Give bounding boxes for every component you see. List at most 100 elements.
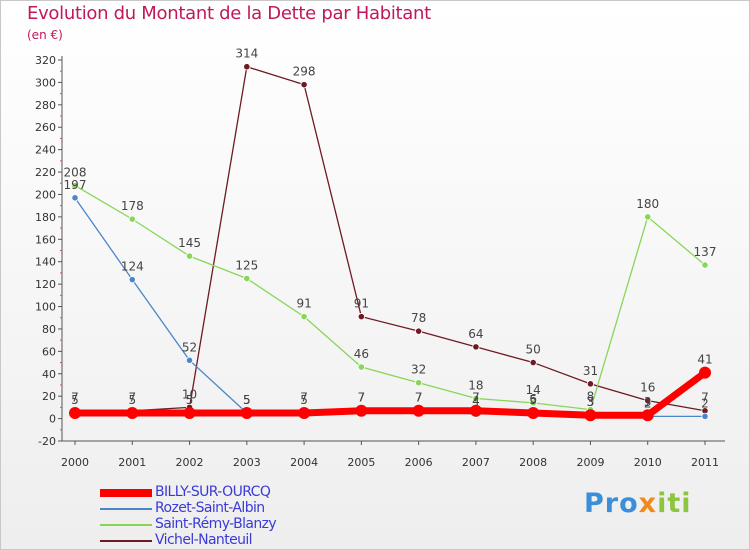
legend-label: Saint-Rémy-Blanzy <box>155 516 277 532</box>
data-label-rozet-saint-albin: 7 <box>358 391 366 405</box>
data-point-vichel-nanteuil <box>415 327 423 335</box>
data-point-saint-r-my-blanzy <box>185 252 194 260</box>
data-label-rozet-saint-albin: 52 <box>182 340 197 354</box>
series-line-billy-sur-ourcq <box>71 369 709 419</box>
legend-label: Vichel-Nanteuil <box>155 532 253 548</box>
y-tick-label: 300 <box>35 76 56 89</box>
data-label-billy-sur-ourcq: 7 <box>472 391 480 405</box>
data-point-vichel-nanteuil <box>243 63 251 71</box>
y-tick-label: 20 <box>42 390 56 403</box>
data-point-saint-r-my-blanzy <box>472 394 480 403</box>
y-tick-label: 180 <box>35 211 56 224</box>
data-label-saint-r-my-blanzy: 208 <box>64 166 87 180</box>
data-point-saint-r-my-blanzy <box>529 399 537 407</box>
data-label-saint-r-my-blanzy: 180 <box>636 197 659 211</box>
data-point-rozet-saint-albin <box>185 356 194 364</box>
y-tick-label: 240 <box>35 144 56 157</box>
data-point-saint-r-my-blanzy <box>71 181 79 190</box>
data-label-saint-r-my-blanzy: 14 <box>526 383 541 397</box>
chart-subtitle: (en €) <box>27 28 63 42</box>
data-label-billy-sur-ourcq: 7 <box>358 391 366 405</box>
data-point-vichel-nanteuil <box>472 343 480 351</box>
legend-item: Vichel-Nanteuil <box>100 532 400 548</box>
data-point-saint-r-my-blanzy <box>128 215 136 223</box>
data-point-vichel-nanteuil <box>300 81 308 89</box>
series-line-saint-r-my-blanzy <box>74 184 706 411</box>
x-tick-label: 2001 <box>118 456 146 469</box>
data-point-billy-sur-ourcq <box>126 406 139 419</box>
x-tick-label: 2006 <box>405 456 433 469</box>
data-point-billy-sur-ourcq <box>469 404 482 417</box>
data-label-rozet-saint-albin: 5 <box>243 393 251 407</box>
data-point-vichel-nanteuil <box>529 358 537 367</box>
data-point-billy-sur-ourcq <box>298 406 311 419</box>
proxiti-logo: Proxiti <box>584 488 692 519</box>
data-label-vichel-nanteuil: 16 <box>640 381 655 395</box>
data-label-vichel-nanteuil: 314 <box>235 47 258 61</box>
y-tick-label: -20 <box>38 435 56 448</box>
data-label-billy-sur-ourcq: 5 <box>529 393 537 407</box>
data-label-vichel-nanteuil: 64 <box>468 327 483 341</box>
data-point-rozet-saint-albin <box>701 412 709 420</box>
data-point-saint-r-my-blanzy <box>357 363 365 371</box>
y-tick-label: 220 <box>35 166 56 179</box>
data-label-billy-sur-ourcq: 5 <box>186 393 194 407</box>
series-line-rozet-saint-albin <box>74 197 706 417</box>
data-label-billy-sur-ourcq: 3 <box>587 395 595 409</box>
x-tick-label: 2000 <box>61 456 89 469</box>
data-label-billy-sur-ourcq: 5 <box>300 393 308 407</box>
data-point-billy-sur-ourcq <box>412 404 425 417</box>
data-label-rozet-saint-albin: 197 <box>64 178 87 192</box>
x-tick-label: 2009 <box>576 456 604 469</box>
y-tick-label: 100 <box>35 301 56 314</box>
data-label-rozet-saint-albin: 7 <box>415 391 423 405</box>
legend-item: BILLY-SUR-OURCQ <box>100 484 400 500</box>
data-point-billy-sur-ourcq <box>355 404 368 417</box>
y-tick-label: 140 <box>35 256 56 269</box>
data-label-billy-sur-ourcq: 3 <box>644 395 652 409</box>
line-chart: -20 0 20 40 60 80 100 120 140 160 180 200 220 240 260 2… <box>35 47 725 469</box>
x-tick-label: 2008 <box>519 456 547 469</box>
x-tick-label: 2007 <box>462 456 490 469</box>
data-point-saint-r-my-blanzy <box>701 261 709 269</box>
x-tick-label: 2002 <box>176 456 204 469</box>
legend-swatch <box>100 508 152 510</box>
data-label-billy-sur-ourcq: 5 <box>128 393 136 407</box>
data-point-billy-sur-ourcq <box>699 366 711 379</box>
y-tick-label: 160 <box>35 233 56 246</box>
data-label-saint-r-my-blanzy: 91 <box>296 297 311 311</box>
data-label-saint-r-my-blanzy: 145 <box>178 236 201 250</box>
data-label-vichel-nanteuil: 7 <box>71 391 79 405</box>
legend: BILLY-SUR-OURCQ Rozet-Saint-Albin Saint-Ré… <box>100 484 400 548</box>
y-tick-label: 40 <box>42 368 56 381</box>
data-label-saint-r-my-blanzy: 8 <box>587 390 595 404</box>
data-label-vichel-nanteuil: 298 <box>293 65 316 79</box>
y-tick-label: 60 <box>42 345 56 358</box>
x-tick-label: 2003 <box>233 456 261 469</box>
y-tick-label: 320 <box>35 54 56 67</box>
data-label-saint-r-my-blanzy: 178 <box>121 199 144 213</box>
data-label-vichel-nanteuil: 10 <box>182 387 197 401</box>
legend-swatch <box>100 540 152 542</box>
data-label-rozet-saint-albin: 4 <box>472 394 480 408</box>
legend-item: Saint-Rémy-Blanzy <box>100 516 400 532</box>
x-tick-label: 2011 <box>691 456 719 469</box>
y-tick-label: 120 <box>35 278 56 291</box>
data-label-billy-sur-ourcq: 5 <box>71 393 79 407</box>
data-point-saint-r-my-blanzy <box>300 313 308 321</box>
y-tick-label: 80 <box>42 323 56 336</box>
data-point-billy-sur-ourcq <box>641 409 654 422</box>
data-label-saint-r-my-blanzy: 32 <box>411 363 426 377</box>
data-point-vichel-nanteuil <box>586 380 595 388</box>
data-label-rozet-saint-albin: 3 <box>587 395 595 409</box>
data-point-billy-sur-ourcq <box>240 406 253 419</box>
data-point-vichel-nanteuil <box>357 313 365 321</box>
legend-label: BILLY-SUR-OURCQ <box>155 484 271 500</box>
data-label-saint-r-my-blanzy: 137 <box>694 245 717 259</box>
data-point-billy-sur-ourcq <box>183 406 196 419</box>
chart-title: Evolution du Montant de la Dette par Hab… <box>27 3 431 24</box>
y-tick-label: 0 <box>49 413 56 426</box>
legend-item: Rozet-Saint-Albin <box>100 500 400 516</box>
data-label-saint-r-my-blanzy: 46 <box>354 347 369 361</box>
